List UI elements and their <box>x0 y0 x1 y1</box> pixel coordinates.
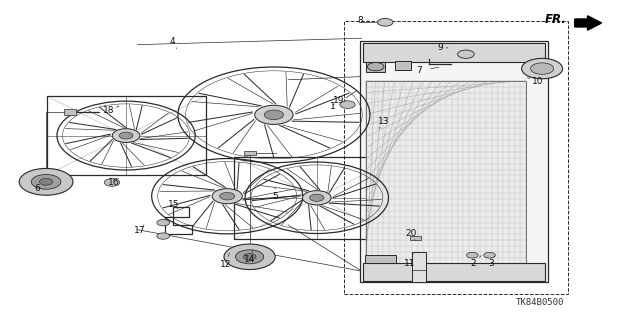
Circle shape <box>340 101 355 108</box>
Text: 3: 3 <box>489 259 494 268</box>
Text: 8: 8 <box>358 16 363 25</box>
Circle shape <box>458 50 474 58</box>
Bar <box>244 151 256 155</box>
Text: 9: 9 <box>438 43 443 52</box>
Text: 11: 11 <box>404 259 415 268</box>
Circle shape <box>243 254 256 260</box>
Text: 14: 14 <box>244 255 255 263</box>
Circle shape <box>367 63 384 71</box>
FancyArrow shape <box>575 16 602 30</box>
Bar <box>360 41 548 282</box>
Circle shape <box>104 179 120 186</box>
Circle shape <box>531 63 554 74</box>
Circle shape <box>236 250 264 264</box>
Circle shape <box>119 132 133 139</box>
Bar <box>366 62 385 72</box>
Circle shape <box>212 189 243 204</box>
Circle shape <box>303 191 331 205</box>
Bar <box>234 157 399 239</box>
Circle shape <box>255 105 293 124</box>
Circle shape <box>157 219 170 226</box>
Bar <box>412 252 426 282</box>
Circle shape <box>467 252 478 258</box>
Bar <box>395 61 411 70</box>
Text: 10: 10 <box>532 77 543 86</box>
Circle shape <box>220 192 235 200</box>
Text: 6: 6 <box>35 184 40 193</box>
Circle shape <box>484 252 495 258</box>
Text: 18: 18 <box>103 106 115 115</box>
Text: TK84B0500: TK84B0500 <box>516 298 564 307</box>
Text: 15: 15 <box>168 200 180 209</box>
Text: FR.: FR. <box>545 13 566 26</box>
Bar <box>47 96 205 175</box>
Text: 13: 13 <box>378 117 390 126</box>
Circle shape <box>224 244 275 270</box>
Circle shape <box>157 233 170 239</box>
Text: 19: 19 <box>333 96 345 105</box>
Text: 4: 4 <box>170 37 175 46</box>
Text: 12: 12 <box>220 260 231 269</box>
Bar <box>363 43 545 62</box>
Circle shape <box>522 58 563 79</box>
Bar <box>365 255 396 263</box>
Circle shape <box>40 179 53 185</box>
Bar <box>410 236 421 240</box>
Text: 7: 7 <box>417 66 422 75</box>
Circle shape <box>19 168 73 195</box>
Circle shape <box>378 19 393 26</box>
Text: 16: 16 <box>108 178 120 187</box>
Bar <box>344 21 568 294</box>
Text: 17: 17 <box>134 226 145 235</box>
Circle shape <box>264 110 284 120</box>
Circle shape <box>31 174 61 189</box>
Circle shape <box>310 194 324 201</box>
Bar <box>366 81 526 270</box>
Text: 20: 20 <box>406 229 417 238</box>
Bar <box>64 109 76 115</box>
Text: 2: 2 <box>471 259 476 268</box>
Circle shape <box>112 129 140 143</box>
Text: 5: 5 <box>273 192 278 201</box>
Text: 1: 1 <box>330 102 335 111</box>
Bar <box>363 263 545 281</box>
